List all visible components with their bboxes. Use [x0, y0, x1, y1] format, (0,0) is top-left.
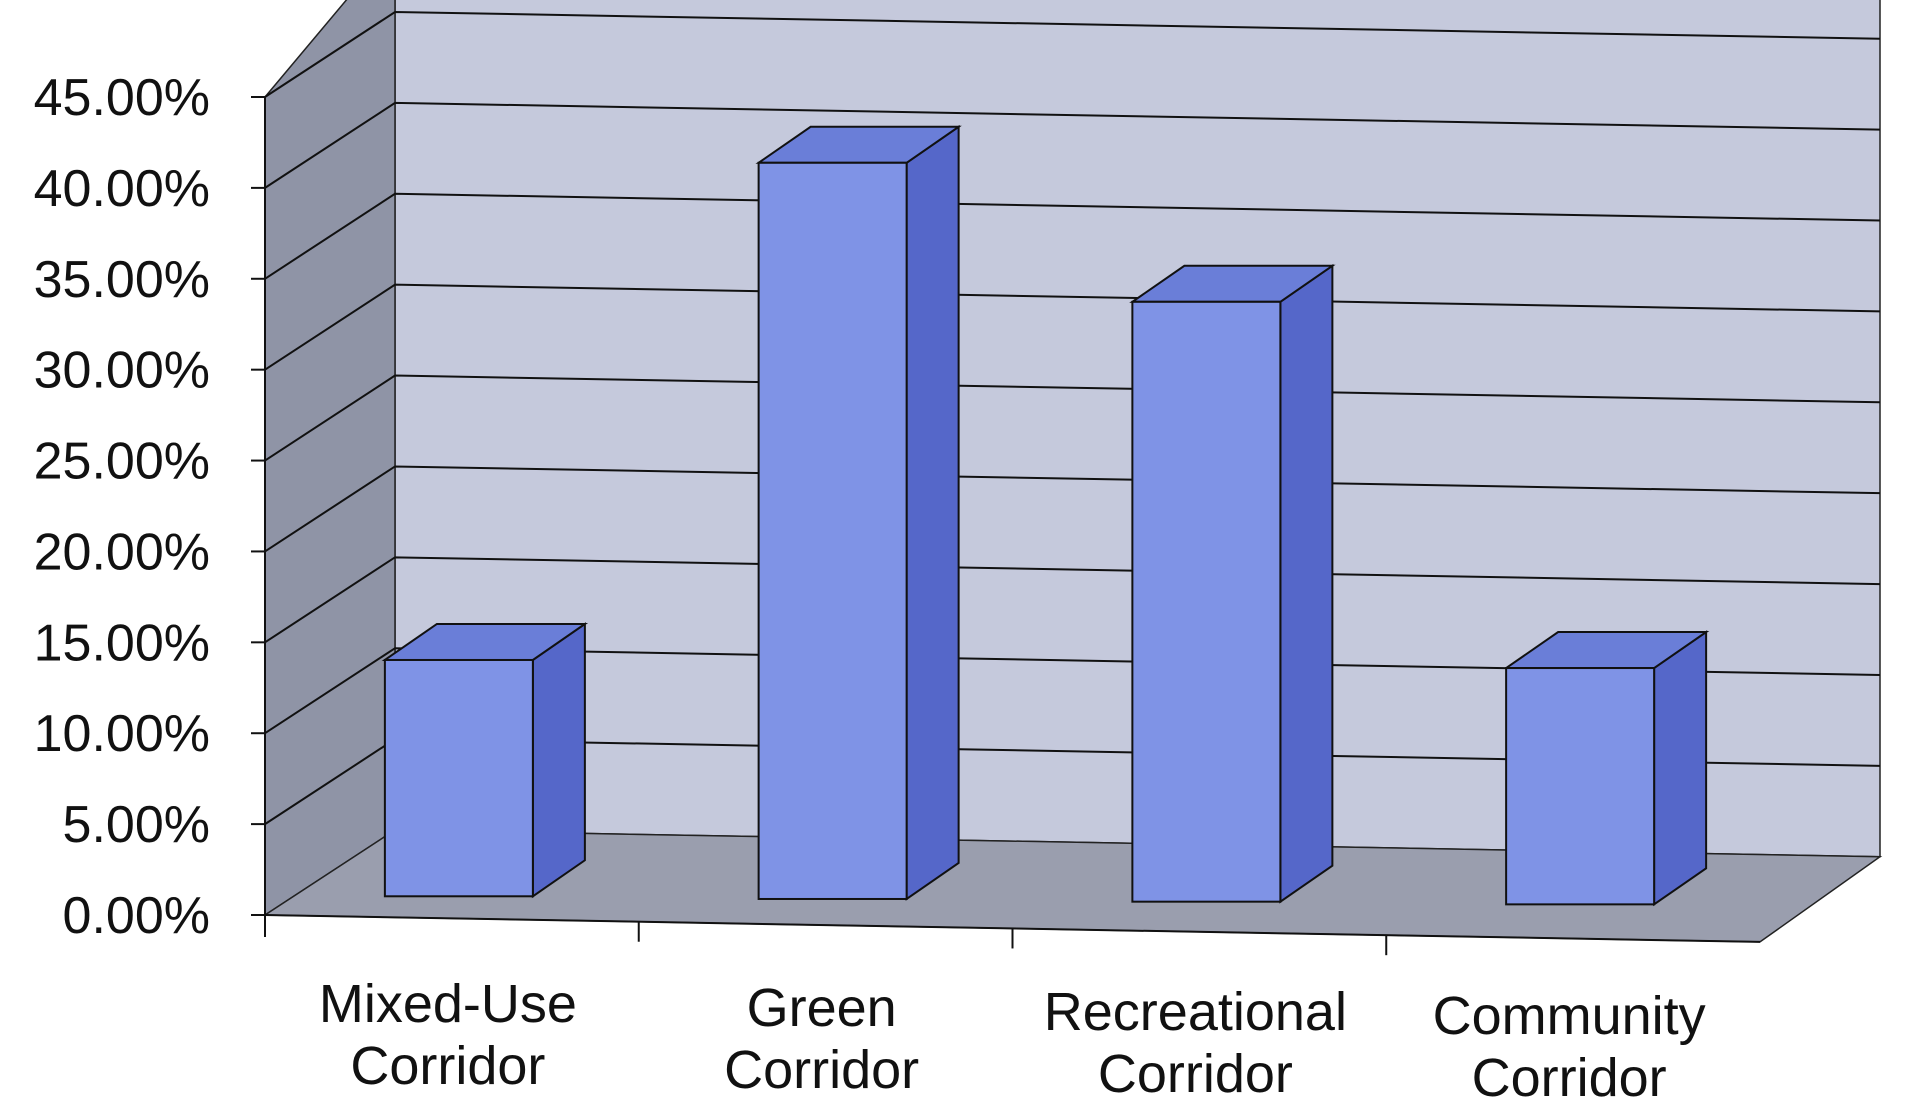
- y-tick-label: 20.00%: [34, 523, 210, 581]
- bar: [755, 124, 962, 901]
- gridlines: [264, 10, 1881, 825]
- y-tick-label: 25.00%: [34, 433, 210, 491]
- gridline: [264, 647, 1881, 735]
- bar: [381, 622, 589, 899]
- bar: [1502, 630, 1710, 907]
- gridline: [264, 192, 1881, 280]
- x-axis-line: [264, 914, 1761, 943]
- gridline: [264, 283, 1881, 371]
- bars: [381, 124, 1710, 907]
- bar-front: [1131, 300, 1282, 903]
- y-tick-label: 40.00%: [34, 160, 210, 218]
- side-wall: [264, 0, 396, 917]
- gridline: [264, 374, 1881, 462]
- y-tick-label: 15.00%: [34, 614, 210, 672]
- gridline: [264, 465, 1881, 553]
- bar-side: [1653, 630, 1708, 907]
- bar-side: [531, 622, 586, 899]
- bar-side: [905, 124, 960, 901]
- x-category-label: Green Corridor: [724, 978, 919, 1100]
- chart-axes: [251, 96, 1761, 956]
- y-tick-label: 5.00%: [63, 796, 210, 854]
- y-tick-label: 30.00%: [34, 342, 210, 400]
- bar-side: [1279, 263, 1334, 904]
- y-tick-label: 10.00%: [34, 705, 210, 763]
- bar: [1129, 263, 1336, 904]
- bar-front: [757, 161, 908, 900]
- x-category-label: Recreational Corridor: [1044, 982, 1347, 1102]
- y-tick-label: 0.00%: [63, 887, 210, 945]
- y-tick-label: 35.00%: [34, 251, 210, 309]
- bar-front: [1505, 667, 1656, 906]
- x-axis-category-labels: Mixed-Use Corridor Green Corridor Recreation…: [319, 974, 1706, 1102]
- bar-front: [383, 658, 534, 898]
- x-category-label: Community Corridor: [1433, 986, 1706, 1102]
- gridline: [264, 101, 1881, 189]
- gridline: [264, 10, 1881, 98]
- x-category-label: Mixed-Use Corridor: [319, 974, 577, 1096]
- y-axis-tick-labels: 0.00% 5.00% 10.00% 15.00% 20.00% 25.00% 30.00%…: [34, 69, 210, 945]
- y-tick-label: 45.00%: [34, 69, 210, 127]
- gridline: [264, 556, 1881, 644]
